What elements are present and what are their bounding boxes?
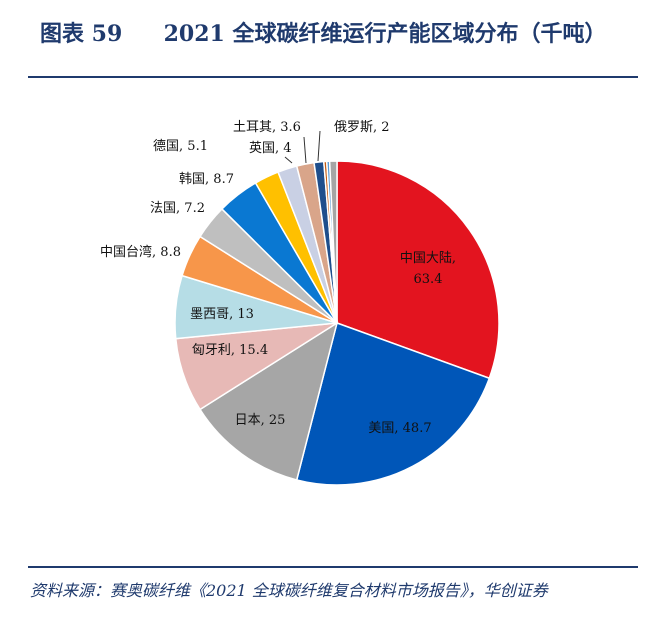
slice-label-美国: 美国, 48.7: [368, 421, 431, 436]
slice-value-label-中国大陆: 63.4: [414, 272, 443, 287]
slice-labels: 中国大陆, 63.4 美国, 48.7 日本, 25 匈牙利, 15.4 墨西哥, 13 中…: [100, 120, 456, 436]
figure-label: 图表 59: [40, 21, 123, 47]
slice-label-日本: 日本, 25: [235, 413, 286, 428]
pie-chart: 中国大陆, 63.4 美国, 48.7 日本, 25 匈牙利, 15.4 墨西哥, 13 中…: [100, 120, 500, 486]
pie-slices: [174, 160, 500, 486]
slice-label-中国台湾: 中国台湾, 8.8: [100, 244, 181, 260]
leader-line-英国: [284, 156, 293, 164]
slice-label-德国: 德国, 5.1: [153, 139, 208, 154]
slice-label-中国大陆: 中国大陆,: [400, 250, 456, 266]
slice-label-韩国: 韩国, 8.7: [179, 172, 234, 187]
leader-line-土耳其: [303, 136, 307, 164]
source-note: 资料来源：赛奥碳纤维《2021 全球碳纤维复合材料市场报告》，华创证券: [30, 581, 548, 600]
pie-slice-美国: [295, 322, 491, 486]
chart-title: 图表 59 2021 全球碳纤维运行产能区域分布（千吨）: [40, 16, 607, 48]
slice-label-俄罗斯: 俄罗斯, 2: [334, 120, 390, 135]
leader-line-俄罗斯: [317, 130, 321, 162]
figure-title: 2021 全球碳纤维运行产能区域分布（千吨）: [163, 21, 607, 47]
slice-label-法国: 法国, 7.2: [150, 201, 205, 216]
leader-lines: [284, 130, 321, 164]
slice-label-英国: 英国, 4: [249, 141, 292, 156]
slice-label-土耳其: 土耳其, 3.6: [233, 120, 301, 135]
top-divider: [28, 76, 638, 78]
pie-slice-中国大陆: [336, 160, 500, 380]
bottom-divider: [28, 566, 638, 568]
slice-label-墨西哥: 墨西哥, 13: [190, 307, 254, 322]
pie-slice-其他3: [328, 160, 338, 324]
pie-slice-日本: [198, 321, 339, 481]
slice-label-匈牙利: 匈牙利, 15.4: [192, 343, 268, 358]
